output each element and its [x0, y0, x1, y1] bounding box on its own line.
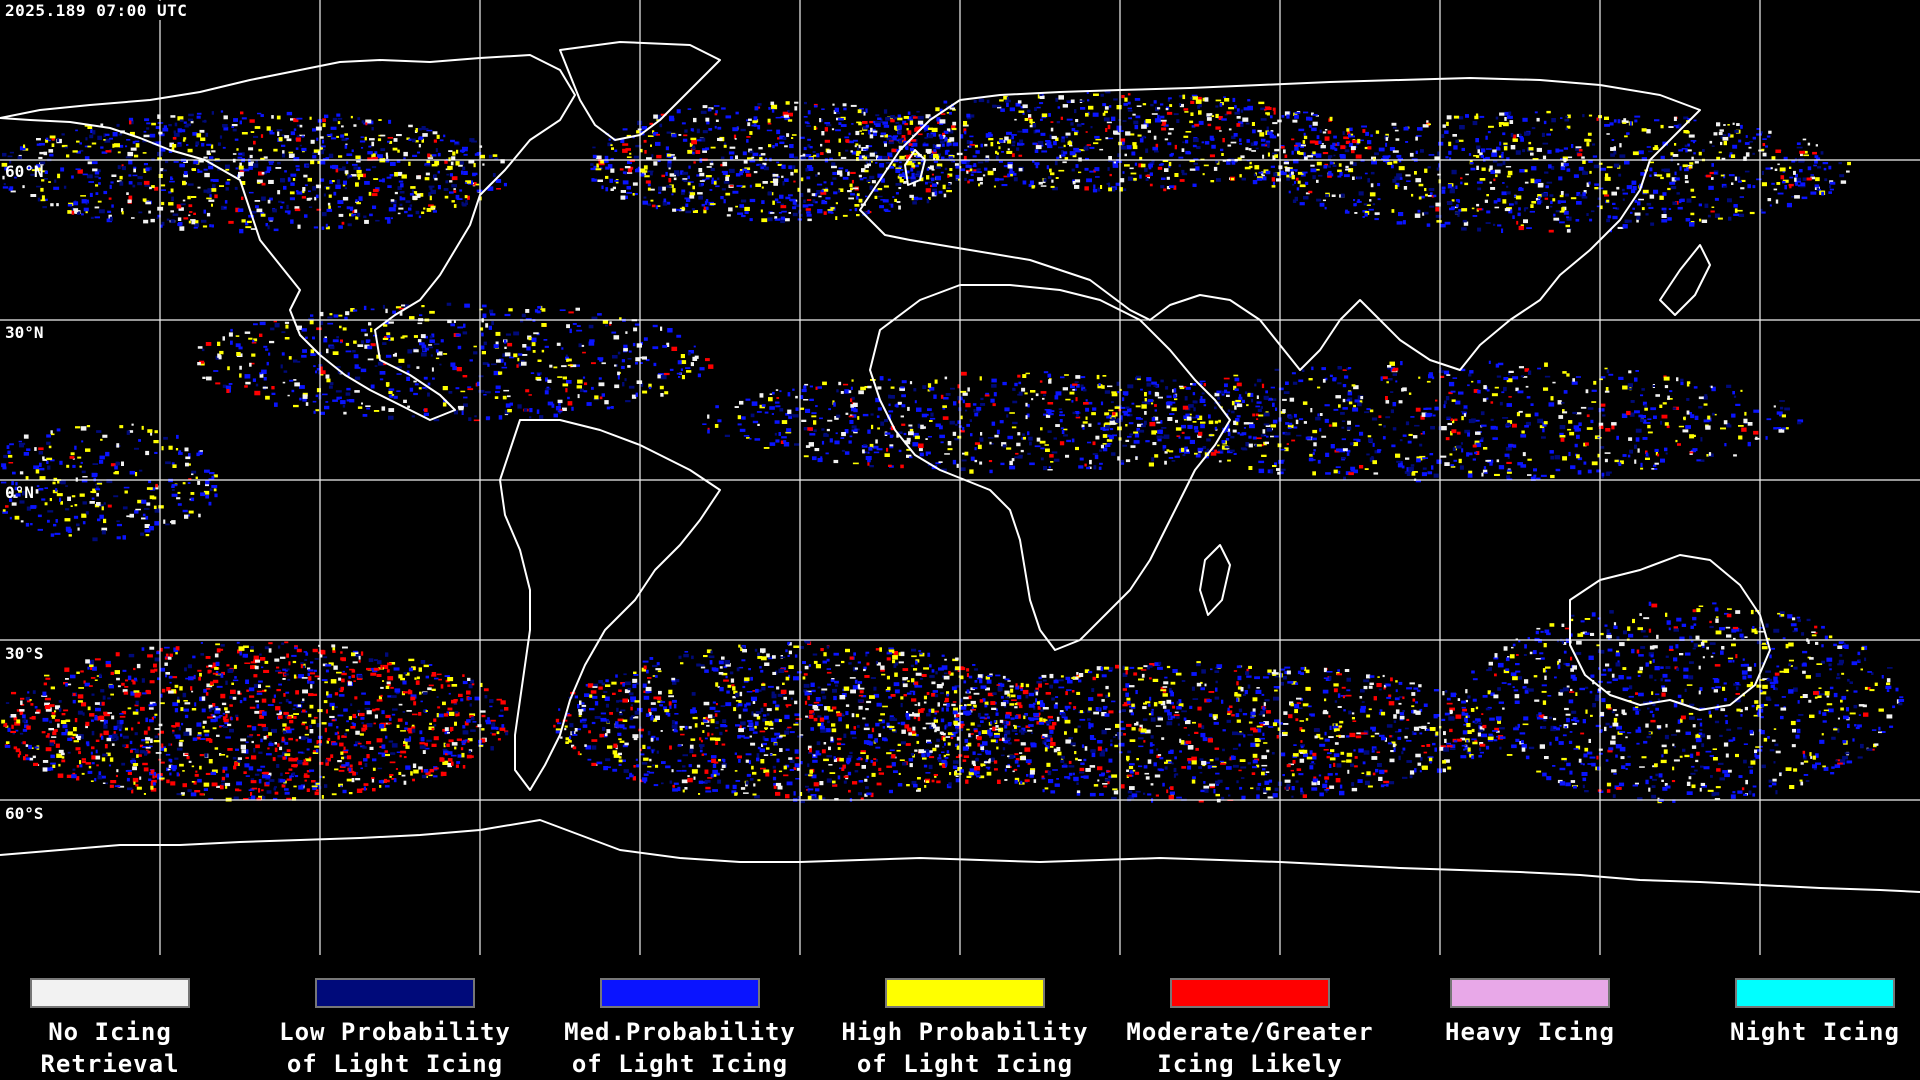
legend-item-4: Moderate/Greater Icing Likely: [1110, 978, 1390, 1080]
lat-label-60s: 60°S: [5, 804, 44, 823]
map-canvas: [0, 0, 1920, 955]
coastline-madagascar: [1199, 544, 1231, 616]
legend-label-line1: Moderate/Greater: [1126, 1018, 1374, 1046]
legend-item-3: High Probability of Light Icing: [825, 978, 1105, 1080]
legend-item-1: Low Probability of Light Icing: [255, 978, 535, 1080]
legend-label-line1: Low Probability: [279, 1018, 511, 1046]
lat-label-30n: 30°N: [5, 323, 44, 342]
legend-label-line1: Heavy Icing: [1445, 1018, 1615, 1046]
coastline-greenland: [559, 41, 721, 141]
legend-label-line2: of Light Icing: [856, 1050, 1074, 1078]
legend-item-6: Night Icing: [1675, 978, 1920, 1048]
legend-item-2: Med.Probability of Light Icing: [540, 978, 820, 1080]
legend-label-line2: of Light Icing: [286, 1050, 504, 1078]
timestamp-label: 2025.189 07:00 UTC: [3, 1, 190, 20]
coastline-eurasia: [859, 77, 1701, 371]
legend: No Icing Retrieval Low Probability of Light…: [0, 960, 1920, 1080]
legend-swatch: [1450, 978, 1610, 1008]
legend-label-line2: of Light Icing: [571, 1050, 789, 1078]
lat-lon-grid: [0, 0, 1920, 955]
legend-swatch: [885, 978, 1045, 1008]
lat-label-equator: 0°N: [5, 483, 34, 502]
legend-label-line2: Icing Likely: [1157, 1050, 1343, 1078]
legend-item-5: Heavy Icing: [1390, 978, 1670, 1048]
coastline-south-america: [499, 419, 721, 791]
legend-swatch: [1735, 978, 1895, 1008]
coastline-japan: [1659, 244, 1711, 316]
legend-label-line1: No Icing: [48, 1018, 172, 1046]
legend-label-line1: Med.Probability: [564, 1018, 796, 1046]
legend-label-line1: High Probability: [841, 1018, 1089, 1046]
legend-swatch: [315, 978, 475, 1008]
coastline-australia: [1569, 554, 1771, 711]
legend-label-line1: Night Icing: [1730, 1018, 1900, 1046]
lat-label-60n: 60°N: [5, 162, 44, 181]
coastlines: [0, 41, 1920, 893]
legend-swatch: [30, 978, 190, 1008]
legend-swatch: [600, 978, 760, 1008]
lat-label-30s: 30°S: [5, 644, 44, 663]
legend-label-line2: Retrieval: [40, 1050, 180, 1078]
coastline-north-america: [0, 54, 576, 421]
coastline-antarctica: [0, 819, 1920, 893]
icing-patches: [0, 90, 1905, 804]
coastline-africa: [869, 284, 1231, 651]
world-icing-map: 2025.189 07:00 UTC 60°N 30°N 0°N 30°S 60…: [0, 0, 1920, 955]
coastline-uk: [904, 149, 926, 186]
legend-item-0: No Icing Retrieval: [0, 978, 250, 1080]
legend-swatch: [1170, 978, 1330, 1008]
